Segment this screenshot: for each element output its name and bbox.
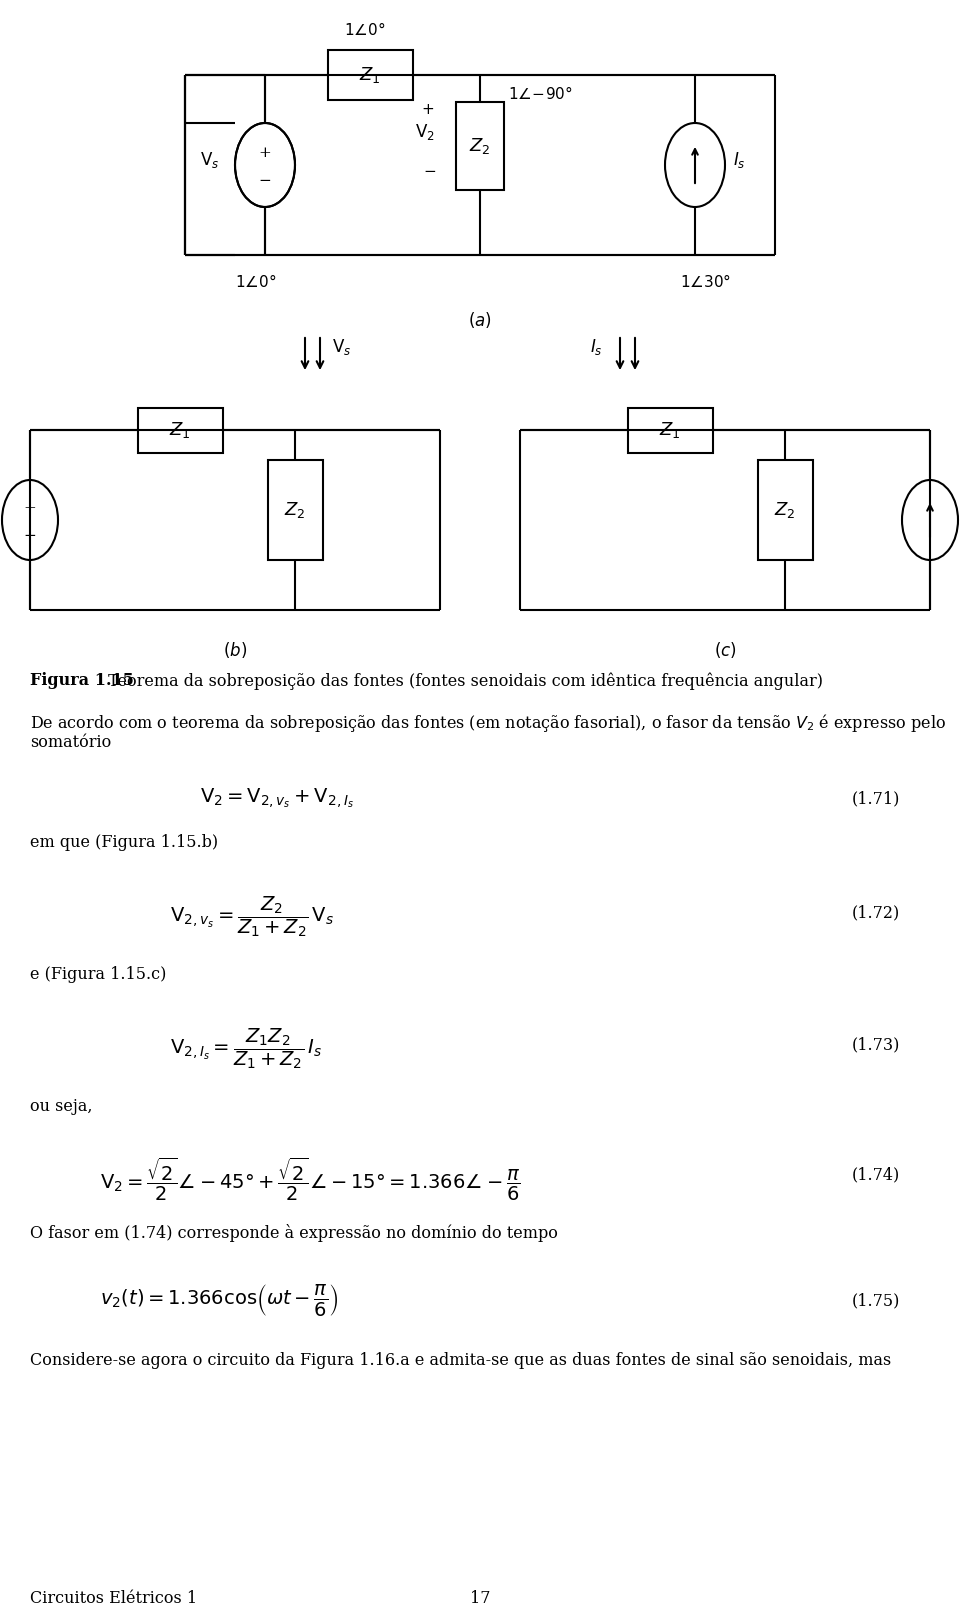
Text: $(a)$: $(a)$ — [468, 310, 492, 330]
Text: $Z_2$: $Z_2$ — [775, 500, 796, 521]
Text: $1\angle 0°$: $1\angle 0°$ — [345, 21, 386, 39]
Text: $Z_1$: $Z_1$ — [169, 421, 191, 440]
Text: $Z_1$: $Z_1$ — [359, 64, 381, 85]
Text: $I_s$: $I_s$ — [733, 150, 746, 169]
Bar — [137, 408, 223, 453]
Text: $1\angle 30°$: $1\angle 30°$ — [680, 272, 731, 290]
Text: (1.75): (1.75) — [852, 1291, 900, 1309]
Bar — [757, 459, 812, 559]
Text: $\mathrm{V}_2 = \mathrm{V}_{2,v_s} + \mathrm{V}_{2,I_s}$: $\mathrm{V}_2 = \mathrm{V}_{2,v_s} + \ma… — [200, 787, 354, 809]
Text: $I_s$: $I_s$ — [590, 337, 603, 356]
Text: +: + — [24, 501, 36, 514]
Text: Figura 1.15: Figura 1.15 — [30, 672, 133, 688]
Text: $(c)$: $(c)$ — [713, 640, 736, 659]
Text: 17: 17 — [469, 1589, 491, 1607]
Bar — [628, 408, 712, 453]
Bar — [268, 459, 323, 559]
Text: $\mathrm{V}_s$: $\mathrm{V}_s$ — [332, 337, 351, 356]
Text: $v_2(t) = 1.366\cos\!\left(\omega t - \dfrac{\pi}{6}\right)$: $v_2(t) = 1.366\cos\!\left(\omega t - \d… — [100, 1282, 339, 1319]
Text: $\mathrm{V}_2 = \dfrac{\sqrt{2}}{2}\angle -45°+\dfrac{\sqrt{2}}{2}\angle -15°=1.: $\mathrm{V}_2 = \dfrac{\sqrt{2}}{2}\angl… — [100, 1156, 520, 1203]
Text: $-$: $-$ — [423, 163, 437, 177]
Text: somatório: somatório — [30, 733, 111, 751]
Text: (1.72): (1.72) — [852, 904, 900, 920]
Text: $(b)$: $(b)$ — [223, 640, 247, 659]
Text: $Z_1$: $Z_1$ — [660, 421, 681, 440]
Text: O fasor em (1.74) corresponde à expressão no domínio do tempo: O fasor em (1.74) corresponde à expressã… — [30, 1224, 558, 1241]
Text: (1.71): (1.71) — [852, 790, 900, 808]
Text: ou seja,: ou seja, — [30, 1098, 92, 1116]
Text: $Z_2$: $Z_2$ — [284, 500, 305, 521]
Bar — [456, 102, 504, 190]
Text: Teorema da sobreposição das fontes (fontes senoidais com idêntica frequência ang: Teorema da sobreposição das fontes (font… — [103, 672, 823, 690]
Text: Considere-se agora o circuito da Figura 1.16.a e admita-se que as duas fontes de: Considere-se agora o circuito da Figura … — [30, 1352, 891, 1369]
Text: $-$: $-$ — [258, 172, 272, 185]
Bar — [327, 50, 413, 100]
Text: De acordo com o teorema da sobreposição das fontes (em notação fasorial), o faso: De acordo com o teorema da sobreposição … — [30, 713, 947, 733]
Text: em que (Figura 1.15.b): em que (Figura 1.15.b) — [30, 833, 218, 851]
Text: e (Figura 1.15.c): e (Figura 1.15.c) — [30, 966, 166, 983]
Text: $-$: $-$ — [23, 527, 36, 542]
Text: +: + — [258, 147, 272, 160]
Text: $1\angle 0°$: $1\angle 0°$ — [235, 272, 276, 290]
Text: $+$: $+$ — [421, 103, 435, 118]
Text: $Z_2$: $Z_2$ — [469, 135, 491, 156]
Text: Circuitos Elétricos 1: Circuitos Elétricos 1 — [30, 1589, 197, 1607]
Text: $\mathrm{V}_{2,v_s} = \dfrac{Z_2}{Z_1 + Z_2}\,\mathrm{V}_s$: $\mathrm{V}_{2,v_s} = \dfrac{Z_2}{Z_1 + … — [170, 895, 334, 938]
Text: $\mathrm{V}_2$: $\mathrm{V}_2$ — [415, 123, 435, 142]
Text: (1.73): (1.73) — [852, 1037, 900, 1053]
Text: $1\angle\!-\!90°$: $1\angle\!-\!90°$ — [508, 85, 573, 102]
Text: $\mathrm{V}_s$: $\mathrm{V}_s$ — [201, 150, 220, 169]
Text: (1.74): (1.74) — [852, 1165, 900, 1183]
Text: $\mathrm{V}_{2,I_s} = \dfrac{Z_1 Z_2}{Z_1 + Z_2}\,I_s$: $\mathrm{V}_{2,I_s} = \dfrac{Z_1 Z_2}{Z_… — [170, 1025, 323, 1070]
